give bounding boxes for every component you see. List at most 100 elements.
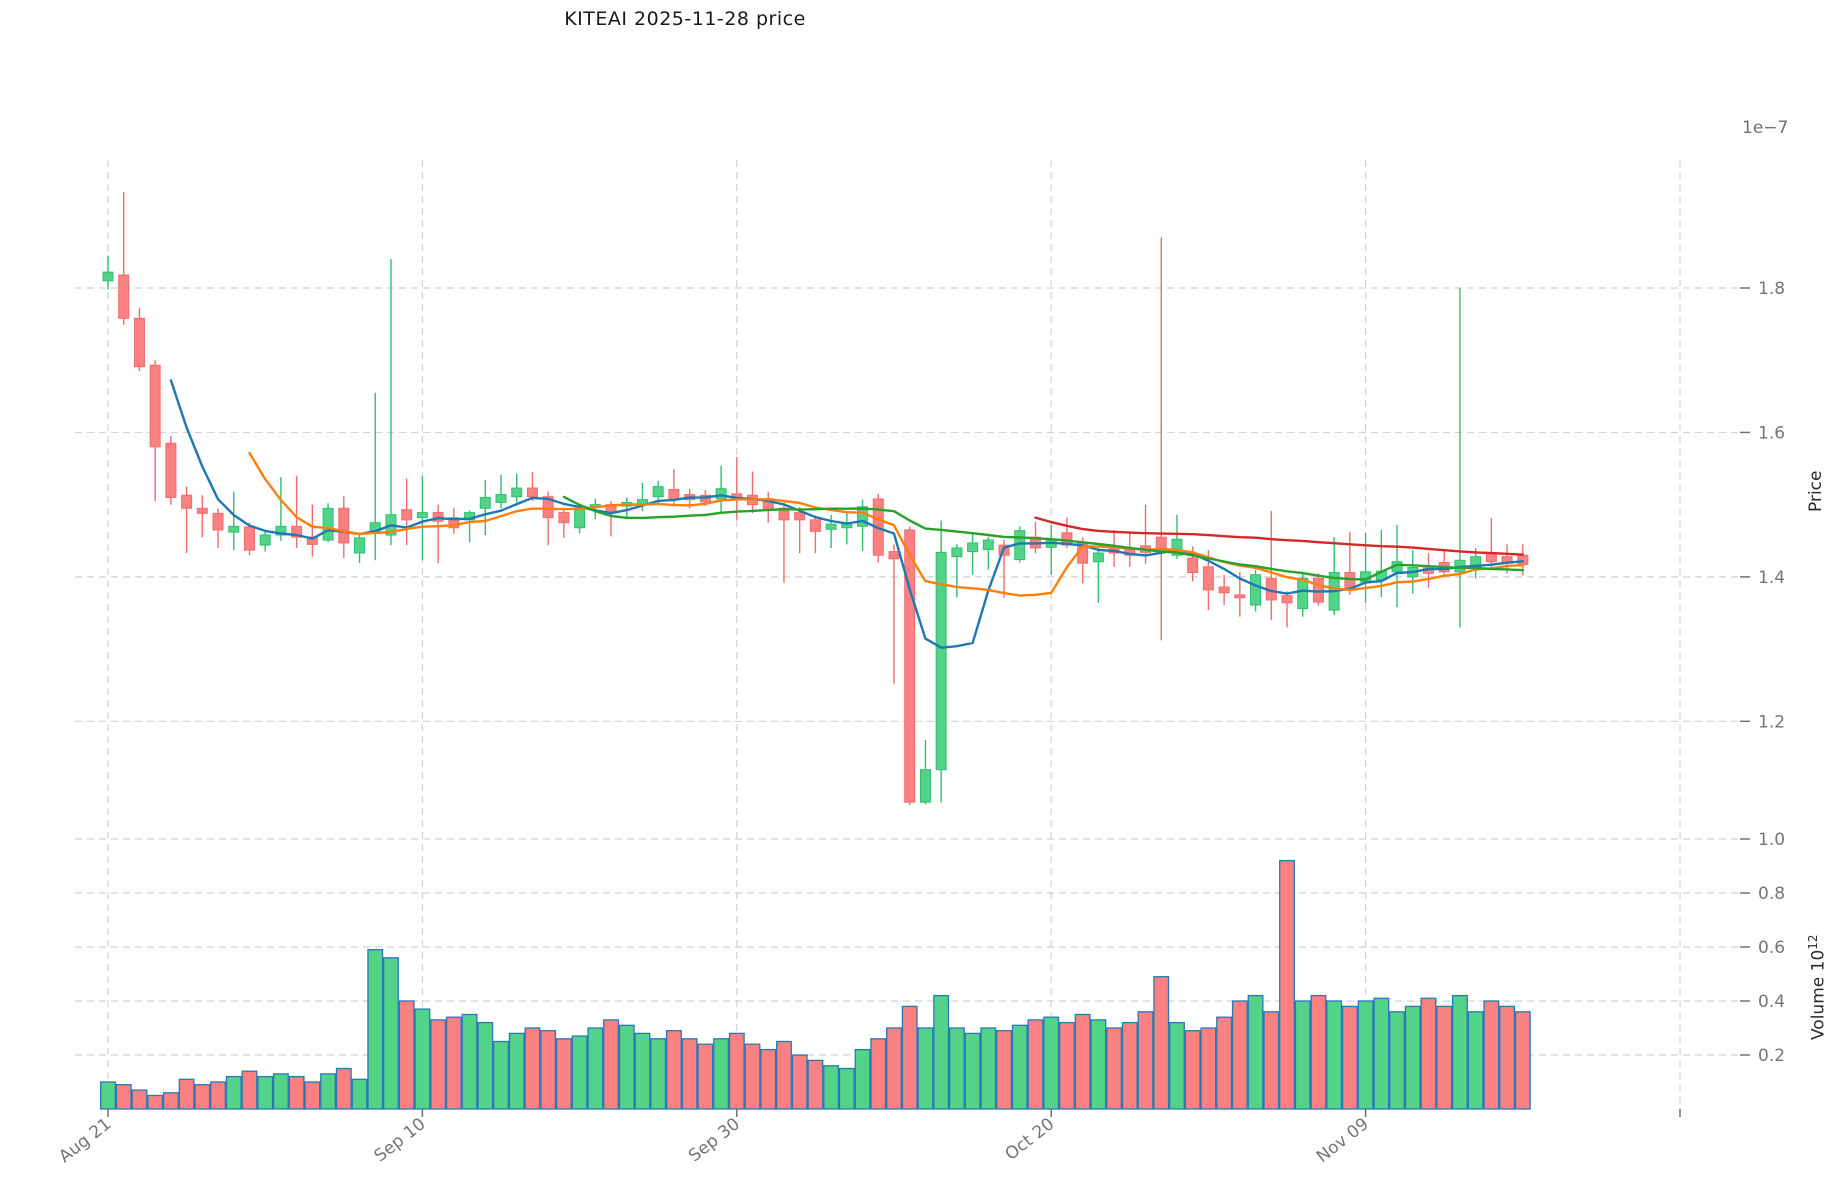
volume-bar xyxy=(1169,1021,1185,1110)
candle-body xyxy=(243,526,255,551)
candle-body xyxy=(401,509,413,521)
volume-bar xyxy=(1090,1019,1107,1110)
candle-body xyxy=(212,512,224,531)
volume-bar xyxy=(697,1043,714,1110)
volume-bar xyxy=(178,1078,195,1110)
volume-tick-label: 0.4 xyxy=(1758,992,1785,1012)
volume-bar xyxy=(948,1027,965,1110)
x-tick-label: Nov 09 xyxy=(1313,1114,1373,1167)
candle-body xyxy=(102,271,114,282)
candle-body xyxy=(1517,554,1529,566)
axis-ticks xyxy=(107,287,1750,1117)
candle-body xyxy=(967,542,979,553)
volume-bar xyxy=(571,1035,588,1110)
volume-bar xyxy=(383,957,399,1110)
volume-bar xyxy=(1357,1000,1374,1110)
volume-axis-title: Volume 1012 xyxy=(1806,934,1829,1040)
price-tick-label: 1.6 xyxy=(1758,423,1785,443)
candle-body xyxy=(794,512,806,521)
candle-body xyxy=(118,274,130,319)
volume-bar xyxy=(917,1027,934,1110)
volume-bar xyxy=(1373,997,1390,1110)
candle-body xyxy=(149,364,161,448)
volume-bar xyxy=(634,1032,651,1110)
volume-bar xyxy=(461,1013,478,1110)
volume-bars xyxy=(100,859,1531,1110)
ma60-line xyxy=(1034,516,1525,556)
candle-body xyxy=(904,529,916,803)
candle-body xyxy=(511,487,523,498)
volume-axis-exponent: 12 xyxy=(1806,934,1820,950)
volume-bar xyxy=(1341,1005,1358,1110)
volume-bar xyxy=(225,1075,242,1110)
candle-body xyxy=(133,317,145,368)
chart-title: KITEAI 2025-11-28 price xyxy=(564,8,806,30)
volume-bar xyxy=(1043,1016,1060,1110)
ma30-line xyxy=(562,495,1525,581)
volume-bar xyxy=(1074,1013,1091,1110)
volume-bar xyxy=(1294,1000,1311,1110)
volume-bar xyxy=(1027,1019,1044,1110)
volume-bar xyxy=(540,1030,557,1110)
candle-body xyxy=(1281,595,1293,604)
candle-body xyxy=(196,507,208,514)
candle-body xyxy=(1297,577,1309,610)
volume-bar xyxy=(398,1000,415,1110)
volume-bar xyxy=(1389,1011,1405,1110)
volume-bar xyxy=(477,1021,494,1110)
volume-bar xyxy=(241,1070,258,1110)
volume-bar xyxy=(430,1019,447,1110)
volume-bar xyxy=(100,1081,116,1110)
volume-bar xyxy=(524,1027,541,1110)
candle-body xyxy=(416,512,428,519)
candle-body xyxy=(951,547,963,558)
candle-body xyxy=(1250,574,1262,606)
ma5-line xyxy=(169,379,1525,649)
x-tick-label: Aug 21 xyxy=(55,1114,115,1167)
volume-bar xyxy=(1106,1027,1123,1110)
volume-bar xyxy=(304,1081,321,1110)
volume-bar xyxy=(493,1040,509,1110)
volume-bar xyxy=(1137,1011,1154,1110)
volume-bar xyxy=(870,1038,887,1110)
candle-body xyxy=(306,536,318,545)
volume-bar xyxy=(854,1048,871,1110)
price-tick-label: 1.4 xyxy=(1758,568,1785,588)
volume-bar xyxy=(838,1067,855,1110)
volume-bar xyxy=(901,1005,918,1110)
volume-bar xyxy=(1263,1011,1280,1110)
volume-axis-title-text: Volume 10 xyxy=(1808,949,1829,1040)
volume-bar xyxy=(1153,976,1170,1110)
candle-body xyxy=(228,525,240,533)
volume-bar xyxy=(886,1027,902,1110)
volume-bar xyxy=(823,1065,840,1110)
price-axis-title: Price xyxy=(1806,471,1826,512)
volume-bar xyxy=(665,1030,682,1110)
volume-bar xyxy=(1420,997,1437,1110)
volume-bar xyxy=(603,1019,619,1110)
candle-body xyxy=(338,507,350,544)
candle-body xyxy=(558,512,570,524)
price-axis-offset-label: 1e−7 xyxy=(1742,118,1789,138)
candle-body xyxy=(825,523,837,530)
volume-bar xyxy=(272,1073,289,1110)
volume-bar xyxy=(1451,994,1468,1110)
volume-bar xyxy=(555,1038,572,1110)
volume-bar xyxy=(1200,1027,1217,1110)
candle-body xyxy=(495,494,507,503)
candle-body xyxy=(165,442,177,498)
price-tick-label: 1.8 xyxy=(1758,279,1785,299)
volume-bar xyxy=(162,1092,179,1110)
candles xyxy=(102,191,1529,806)
candle-body xyxy=(919,769,931,803)
volume-bar xyxy=(257,1075,274,1110)
volume-bar xyxy=(115,1084,132,1110)
candle-body xyxy=(1092,552,1104,563)
volume-bar xyxy=(650,1038,667,1110)
x-tick-label: Sep 30 xyxy=(685,1114,744,1166)
candle-body xyxy=(982,539,994,550)
candle-body xyxy=(809,519,821,532)
candle-body xyxy=(668,488,680,501)
x-tick-label: Oct 20 xyxy=(1001,1114,1058,1165)
volume-tick-label: 0.8 xyxy=(1758,884,1785,904)
